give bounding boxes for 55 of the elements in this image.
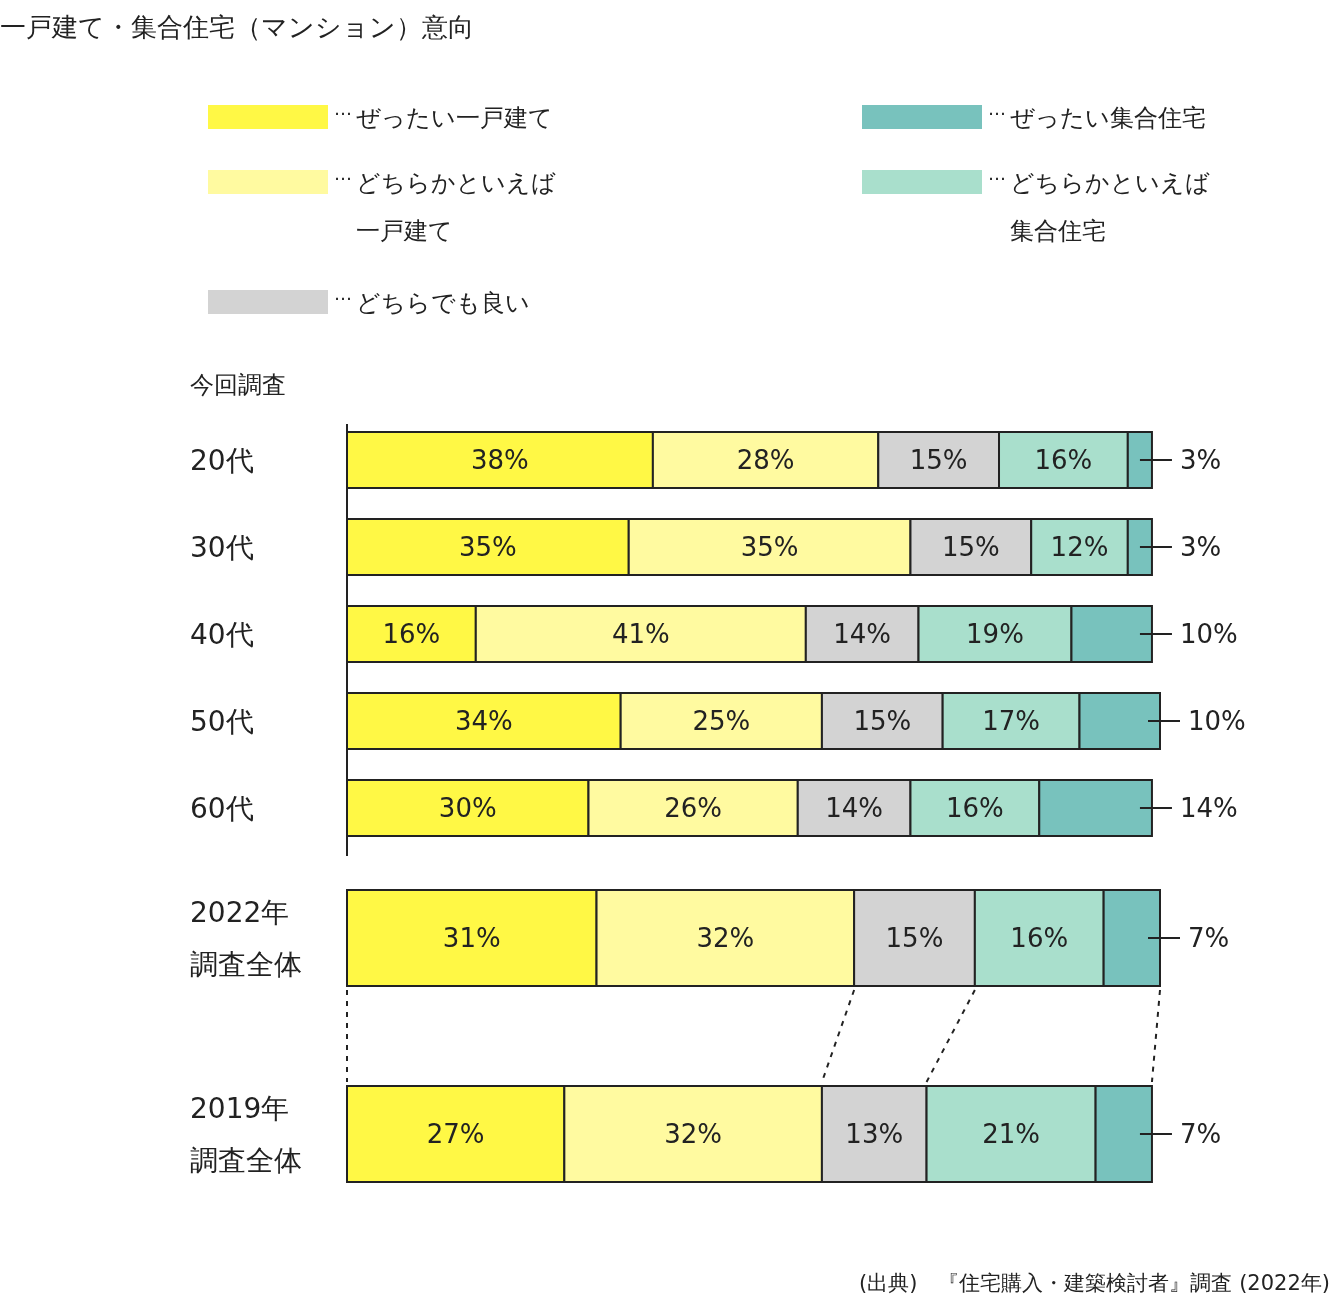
data-label: 15% bbox=[853, 706, 912, 737]
data-label: 28% bbox=[736, 445, 795, 476]
text: … bbox=[334, 283, 352, 304]
legend-label: どちらかといえば集合住宅 bbox=[1010, 169, 1210, 245]
data-label: 14% bbox=[825, 793, 884, 824]
text: … bbox=[334, 98, 352, 119]
data-label: 30% bbox=[438, 793, 497, 824]
data-label: 38% bbox=[471, 445, 529, 476]
data-label: 14% bbox=[833, 619, 892, 650]
chart-title: 一戸建て・集合住宅（マンション）意向 bbox=[0, 12, 474, 42]
data-label: 34% bbox=[454, 706, 513, 737]
data-label: 16% bbox=[1010, 923, 1069, 954]
data-label: 21% bbox=[982, 1119, 1040, 1150]
data-label: 27% bbox=[426, 1119, 485, 1150]
data-label: 14% bbox=[1179, 793, 1238, 824]
data-label: 10% bbox=[1179, 619, 1238, 650]
data-label: 17% bbox=[982, 706, 1040, 737]
data-label: 31% bbox=[442, 923, 501, 954]
data-label: 15% bbox=[941, 532, 1000, 563]
data-label: 41% bbox=[611, 619, 670, 650]
legend-label: ぜったい一戸建て bbox=[356, 104, 553, 132]
y-tick-label: 40代 bbox=[190, 617, 254, 651]
data-label: 12% bbox=[1050, 532, 1109, 563]
y-tick-label: 2019年調査全体 bbox=[190, 1091, 302, 1177]
y-tick-label: 50代 bbox=[190, 704, 254, 738]
text: (出典) 『住宅購入・建築検討者』調査 (2022年) bbox=[859, 1271, 1330, 1295]
text: … bbox=[988, 163, 1006, 184]
data-label: 16% bbox=[382, 619, 441, 650]
y-tick-label: 20代 bbox=[190, 443, 254, 477]
data-label: 16% bbox=[1034, 445, 1093, 476]
data-label: 13% bbox=[845, 1119, 904, 1150]
data-label: 15% bbox=[909, 445, 968, 476]
data-label: 35% bbox=[740, 532, 799, 563]
y-tick-label: 60代 bbox=[190, 791, 254, 825]
data-label: 32% bbox=[664, 1119, 723, 1150]
text: 今回調査 bbox=[190, 371, 286, 399]
data-label: 35% bbox=[458, 532, 517, 563]
data-label: 7% bbox=[1179, 1119, 1222, 1150]
data-label: 19% bbox=[966, 619, 1024, 650]
data-label: 3% bbox=[1179, 532, 1222, 563]
text: … bbox=[988, 98, 1006, 119]
data-label: 3% bbox=[1179, 445, 1222, 476]
data-label: 26% bbox=[664, 793, 723, 824]
text: … bbox=[334, 163, 352, 184]
y-tick-label: 30代 bbox=[190, 530, 254, 564]
data-label: 10% bbox=[1188, 706, 1246, 737]
legend-label: ぜったい集合住宅 bbox=[1010, 104, 1206, 132]
legend-label: どちらでも良い bbox=[356, 289, 530, 317]
y-tick-label: 2022年調査全体 bbox=[190, 895, 302, 981]
data-label: 32% bbox=[696, 923, 755, 954]
data-label: 25% bbox=[692, 706, 751, 737]
data-label: 7% bbox=[1188, 923, 1230, 954]
data-label: 15% bbox=[885, 923, 944, 954]
legend-label: どちらかといえば一戸建て bbox=[356, 169, 556, 245]
data-label: 16% bbox=[945, 793, 1004, 824]
